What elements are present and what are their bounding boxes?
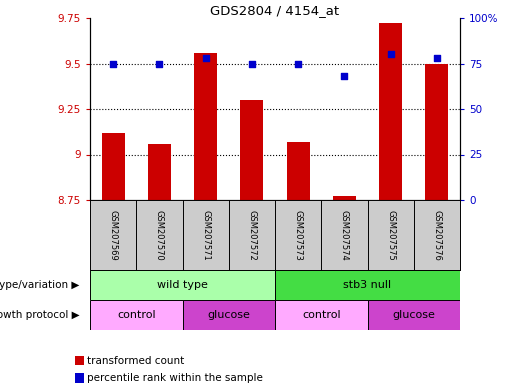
- Point: [340, 73, 349, 79]
- Title: GDS2804 / 4154_at: GDS2804 / 4154_at: [211, 4, 339, 17]
- Text: transformed count: transformed count: [88, 356, 185, 366]
- Bar: [425, 63, 449, 200]
- Point: [386, 51, 394, 58]
- Bar: [194, 53, 217, 200]
- Text: GSM207575: GSM207575: [386, 210, 395, 260]
- Bar: [101, 132, 125, 200]
- Text: glucose: glucose: [392, 310, 435, 320]
- Text: GSM207573: GSM207573: [294, 210, 303, 260]
- Point: [109, 60, 117, 66]
- Text: genotype/variation ▶: genotype/variation ▶: [0, 280, 80, 290]
- Text: GSM207571: GSM207571: [201, 210, 210, 260]
- Bar: [90, 270, 275, 300]
- Bar: [241, 100, 264, 200]
- Bar: [182, 300, 275, 330]
- Text: percentile rank within the sample: percentile rank within the sample: [88, 373, 263, 383]
- Bar: [148, 144, 171, 200]
- Bar: [90, 300, 182, 330]
- Text: growth protocol ▶: growth protocol ▶: [0, 310, 80, 320]
- Text: GSM207576: GSM207576: [433, 210, 441, 260]
- Bar: [275, 270, 460, 300]
- Point: [248, 60, 256, 66]
- Bar: [333, 196, 356, 200]
- Text: control: control: [117, 310, 156, 320]
- Point: [201, 55, 210, 61]
- Text: control: control: [302, 310, 340, 320]
- Bar: [379, 23, 402, 200]
- Text: stb3 null: stb3 null: [344, 280, 391, 290]
- Text: wild type: wild type: [157, 280, 208, 290]
- Point: [294, 60, 302, 66]
- Text: glucose: glucose: [208, 310, 250, 320]
- Bar: [275, 300, 368, 330]
- Bar: [286, 142, 310, 200]
- Bar: [368, 300, 460, 330]
- Text: GSM207572: GSM207572: [247, 210, 256, 260]
- Text: GSM207569: GSM207569: [109, 210, 117, 260]
- Point: [433, 55, 441, 61]
- Text: GSM207570: GSM207570: [155, 210, 164, 260]
- Point: [155, 60, 163, 66]
- Text: GSM207574: GSM207574: [340, 210, 349, 260]
